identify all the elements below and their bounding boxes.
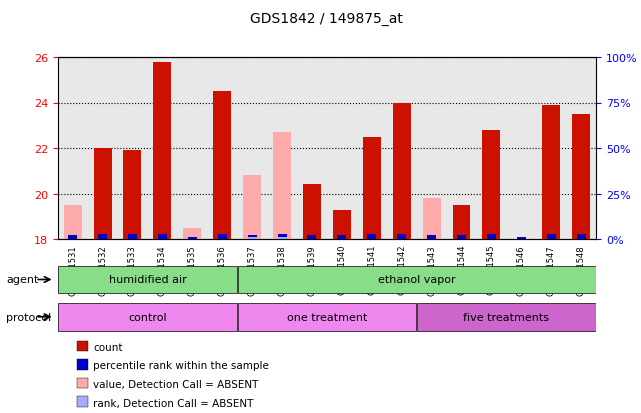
Text: control: control [128,312,167,322]
Bar [124,151,142,240]
Bar [153,62,171,240]
Text: ethanol vapor: ethanol vapor [378,275,456,285]
Text: percentile rank within the sample: percentile rank within the sample [93,361,269,370]
FancyBboxPatch shape [238,266,595,294]
Bar [94,149,112,240]
Bar [572,114,590,240]
Text: one treatment: one treatment [287,312,367,322]
Bar [303,185,321,240]
Text: five treatments: five treatments [463,312,549,322]
Bar [517,238,526,240]
Bar [243,176,261,240]
Bar [577,234,586,240]
FancyBboxPatch shape [58,266,237,294]
Bar [213,92,231,240]
Text: rank, Detection Call = ABSENT: rank, Detection Call = ABSENT [93,398,253,408]
FancyBboxPatch shape [238,303,416,331]
Bar [98,234,107,240]
Bar [218,234,227,240]
Bar [158,234,167,240]
Bar [183,228,201,240]
Bar [273,133,291,240]
Text: value, Detection Call = ABSENT: value, Detection Call = ABSENT [93,379,258,389]
Text: count: count [93,342,122,352]
Text: humidified air: humidified air [108,275,187,285]
Bar [247,238,256,240]
Bar [68,236,77,240]
Bar [337,236,346,240]
Bar [278,238,287,240]
Text: agent: agent [6,275,39,285]
Bar [308,236,317,240]
Text: protocol: protocol [6,312,52,322]
Bar [397,234,406,240]
Bar [363,137,381,240]
FancyBboxPatch shape [417,303,595,331]
Bar [247,236,256,240]
Bar [278,234,287,240]
Bar [427,236,436,240]
Bar [188,238,197,240]
Bar [487,234,496,240]
Bar [63,206,81,240]
Bar [542,106,560,240]
Bar [547,234,556,240]
Bar [453,206,470,240]
Bar [483,131,501,240]
Bar [393,103,411,240]
Bar [128,234,137,240]
Bar [367,234,376,240]
Bar [333,210,351,240]
Bar [422,199,440,240]
Bar [457,236,466,240]
FancyBboxPatch shape [58,303,237,331]
Text: GDS1842 / 149875_at: GDS1842 / 149875_at [251,12,403,26]
